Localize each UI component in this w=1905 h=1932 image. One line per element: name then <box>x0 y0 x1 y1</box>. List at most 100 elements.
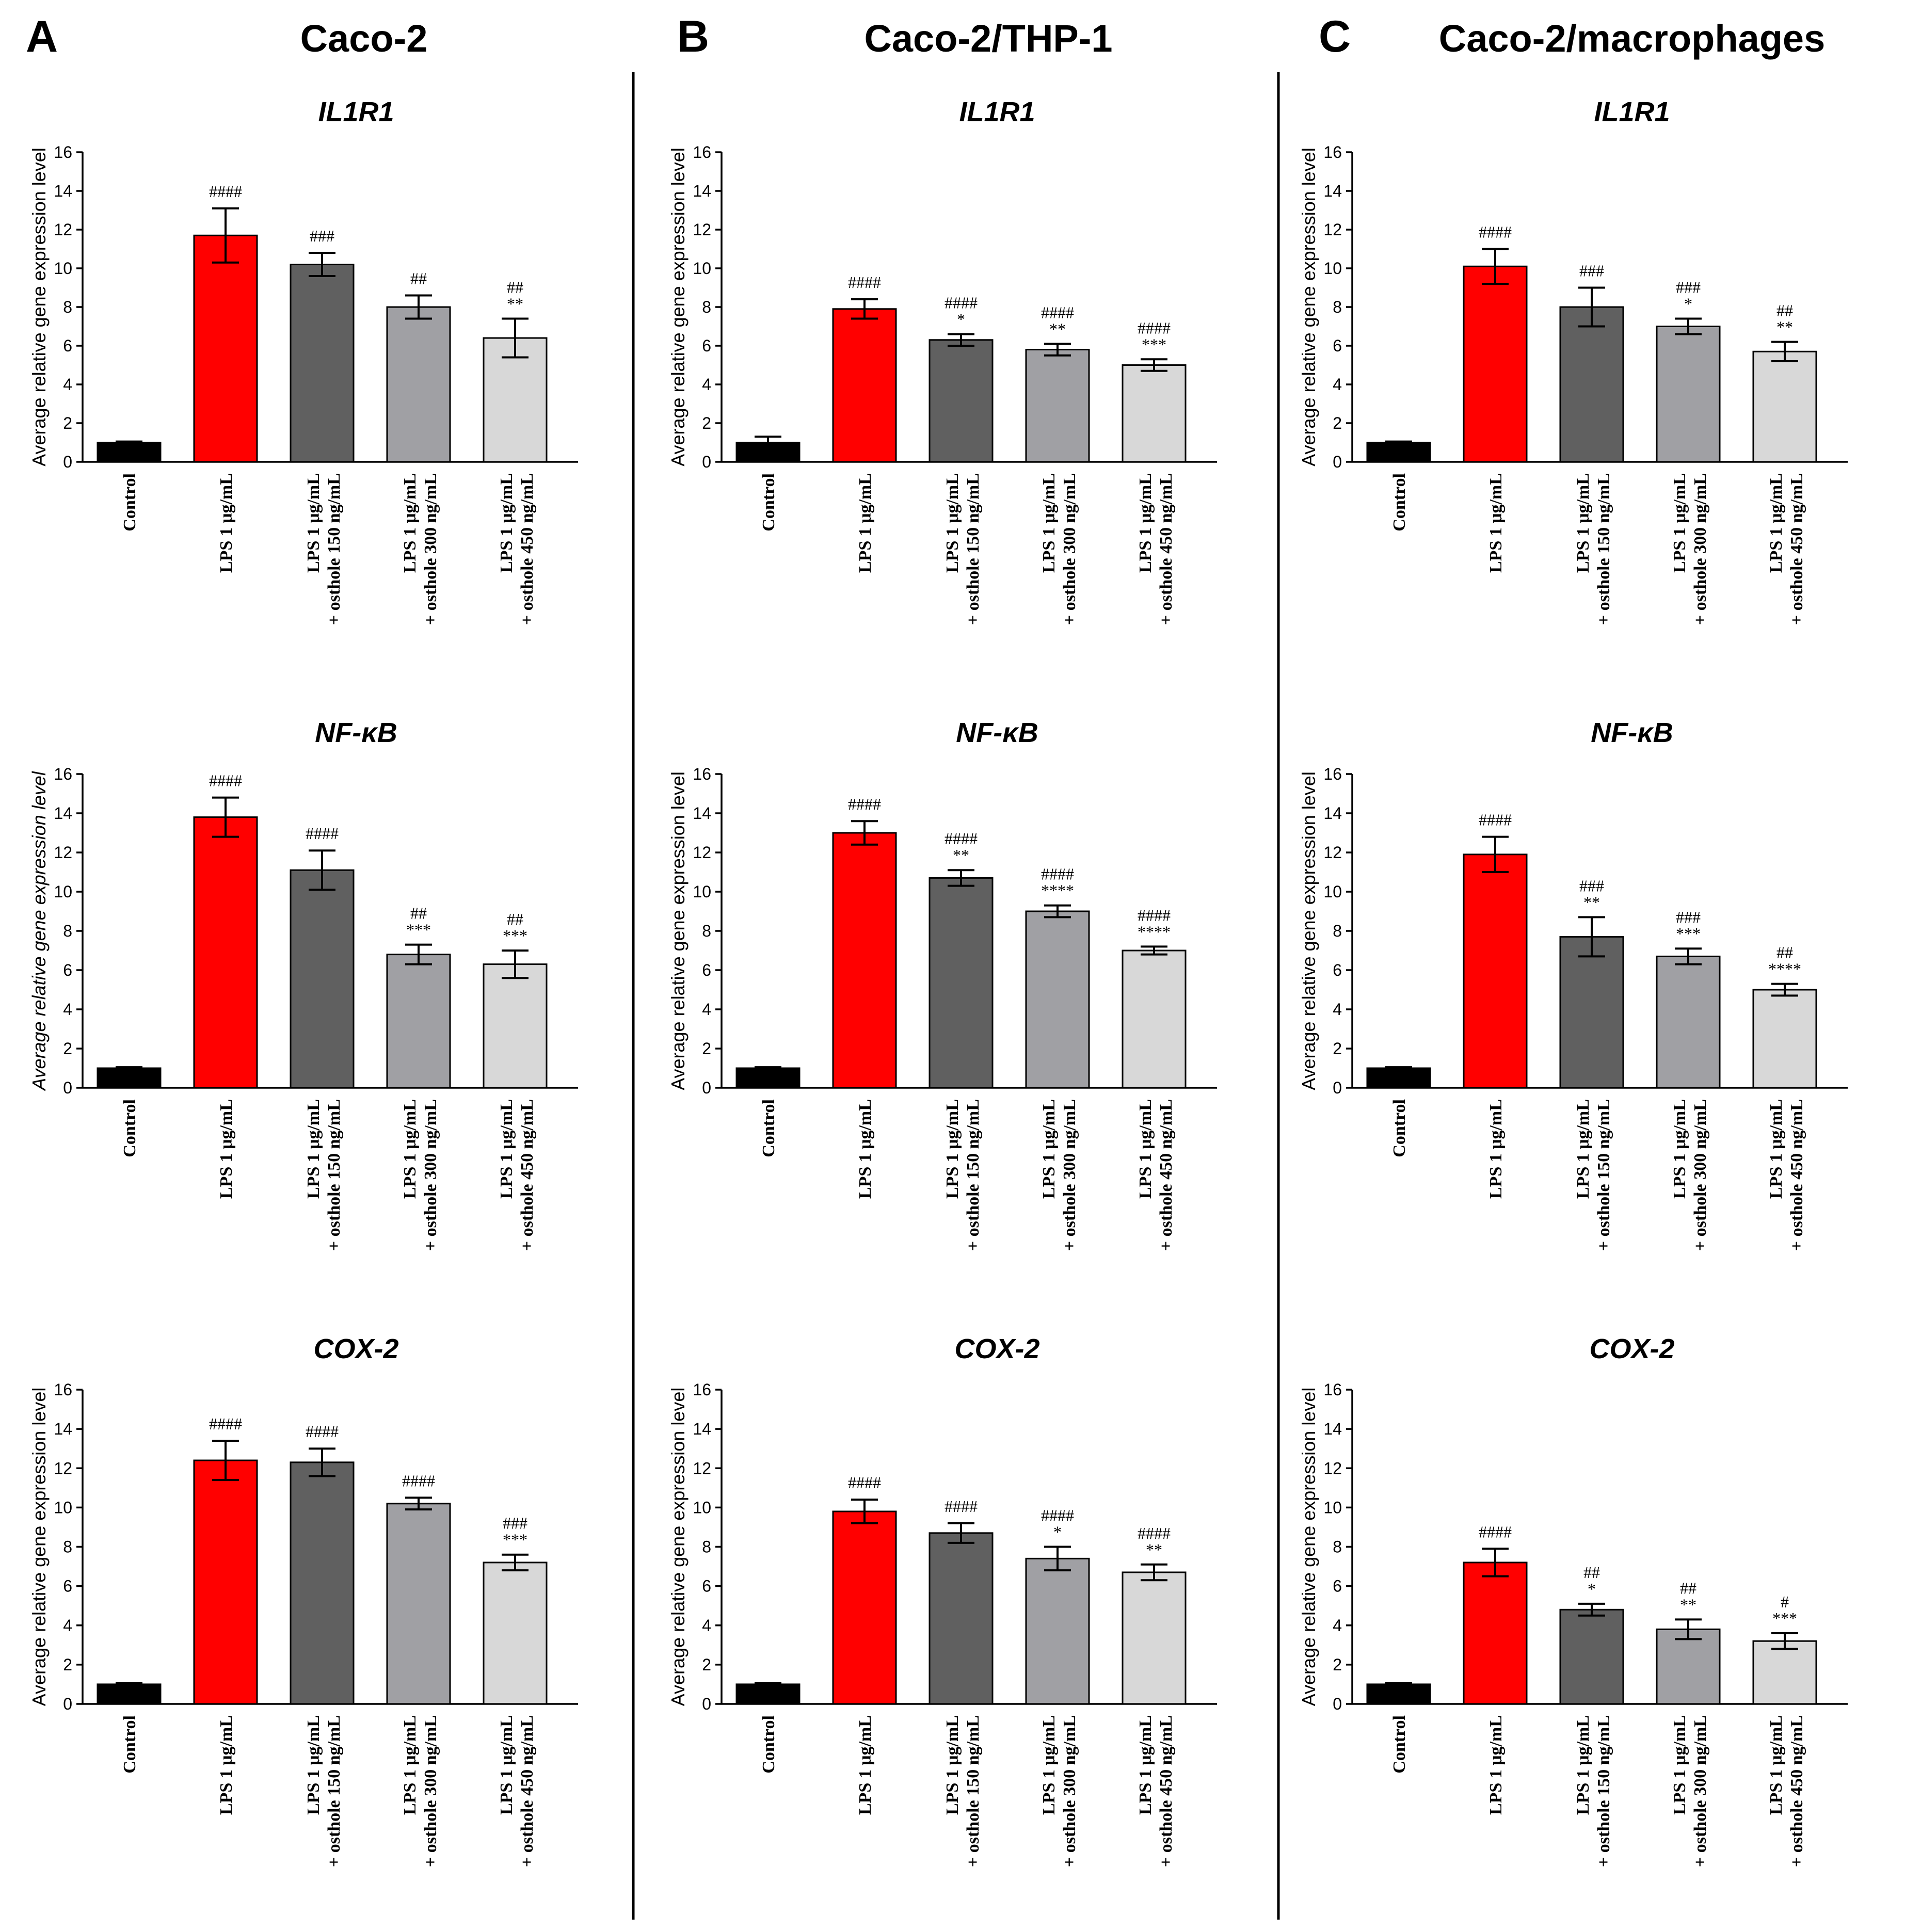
significance-hash: ### <box>310 227 334 245</box>
chart-il1r1-3: IL1R1 Average relative gene expression le… <box>1298 96 1848 625</box>
category-label: Control <box>120 1715 139 1774</box>
category-label: LPS 1 μg/mL <box>856 1715 875 1815</box>
significance-hash: #### <box>1041 1506 1074 1525</box>
category-label: LPS 1 μg/mL+ osthole 450 ng/mL <box>1767 1099 1806 1251</box>
chart-cox-2-1: COX-2 Average relative gene expression le… <box>28 1333 578 1867</box>
chart-title: NF-κB <box>315 717 397 748</box>
bar-3 <box>1559 306 1624 463</box>
bar-4 <box>1656 1628 1721 1705</box>
significance-star: ** <box>1680 1595 1696 1614</box>
column-letter-a: A <box>26 12 58 61</box>
significance-star: *** <box>1142 335 1166 353</box>
chart-title: IL1R1 <box>959 96 1035 127</box>
y-tick-label: 16 <box>1323 1380 1342 1399</box>
y-tick-label: 10 <box>1323 1498 1342 1517</box>
bar-5 <box>1122 364 1187 463</box>
y-tick-label: 4 <box>702 1616 711 1635</box>
y-tick-label: 14 <box>54 804 72 823</box>
y-tick-label: 14 <box>1323 804 1342 823</box>
y-tick-label: 14 <box>54 182 72 200</box>
significance-hash: #### <box>848 795 881 813</box>
bar-2 <box>1463 1561 1528 1705</box>
y-tick-label: 4 <box>702 1000 711 1019</box>
column-letter-c: C <box>1319 12 1351 61</box>
y-tick-label: 8 <box>63 1538 72 1556</box>
y-tick-label: 4 <box>1333 375 1342 394</box>
bar-2 <box>193 234 258 463</box>
y-tick-label: 0 <box>702 1695 711 1713</box>
y-tick-label: 16 <box>693 765 711 783</box>
y-tick-label: 8 <box>702 298 711 316</box>
chart-cox-2-2: COX-2 Average relative gene expression le… <box>667 1333 1217 1867</box>
chart-nf-b-3: NF-κB Average relative gene expression le… <box>1298 717 1848 1251</box>
y-tick-label: 16 <box>693 1380 711 1399</box>
y-tick-label: 0 <box>63 453 72 471</box>
chart-title: COX-2 <box>1589 1333 1674 1364</box>
y-axis-label: Average relative gene expression level <box>667 148 689 466</box>
y-axis-label: Average relative gene expression level <box>1298 1388 1319 1706</box>
bar-4 <box>386 1503 451 1705</box>
significance-hash: ### <box>1676 908 1701 926</box>
bar-3 <box>290 1461 355 1705</box>
y-tick-label: 0 <box>1333 1078 1342 1097</box>
y-axis-label: Average relative gene expression level <box>28 148 50 466</box>
bar-5 <box>1122 949 1187 1089</box>
bar-4 <box>1025 910 1090 1089</box>
y-tick-label: 2 <box>63 414 72 432</box>
y-tick-label: 2 <box>702 1655 711 1674</box>
category-label: LPS 1 μg/mL <box>856 1099 875 1199</box>
significance-hash: #### <box>209 182 242 201</box>
category-label: LPS 1 μg/mL <box>217 473 236 573</box>
y-tick-label: 8 <box>63 922 72 940</box>
y-tick-label: 2 <box>1333 1039 1342 1058</box>
chart-il1r1-2: IL1R1 Average relative gene expression le… <box>667 96 1217 625</box>
significance-star: ** <box>1776 318 1793 336</box>
bar-1 <box>1366 442 1431 463</box>
category-label: LPS 1 μg/mL+ osthole 150 ng/mL <box>304 473 344 625</box>
y-tick-label: 0 <box>1333 453 1342 471</box>
significance-star: * <box>1053 1523 1062 1541</box>
significance-hash: ## <box>410 269 427 288</box>
significance-hash: #### <box>306 1422 339 1441</box>
y-tick-label: 6 <box>63 961 72 979</box>
bar-4 <box>1025 349 1090 463</box>
significance-hash: #### <box>1479 811 1512 829</box>
bar-3 <box>1559 1608 1624 1705</box>
significance-hash: # <box>1781 1592 1789 1611</box>
category-label: LPS 1 μg/mL+ osthole 150 ng/mL <box>943 1099 983 1251</box>
y-axis-label: Average relative gene expression level <box>28 1388 50 1706</box>
y-tick-label: 6 <box>1333 336 1342 355</box>
bar-1 <box>97 1067 162 1089</box>
y-tick-label: 14 <box>693 182 711 200</box>
y-tick-label: 14 <box>693 1420 711 1438</box>
category-label: LPS 1 μg/mL <box>856 473 875 573</box>
significance-hash: ## <box>1776 301 1793 320</box>
significance-star: * <box>1588 1580 1596 1598</box>
significance-hash: ## <box>507 278 523 297</box>
category-label: LPS 1 μg/mL+ osthole 450 ng/mL <box>1136 473 1176 625</box>
significance-star: *** <box>503 926 527 945</box>
y-tick-label: 8 <box>1333 1538 1342 1556</box>
bar-5 <box>483 963 548 1089</box>
category-label: LPS 1 μg/mL <box>1486 473 1506 573</box>
significance-hash: #### <box>1479 223 1512 242</box>
y-tick-label: 6 <box>702 336 711 355</box>
significance-hash: #### <box>306 824 339 843</box>
bar-2 <box>832 832 897 1089</box>
bar-1 <box>1366 1683 1431 1705</box>
y-tick-label: 14 <box>693 804 711 823</box>
category-label: LPS 1 μg/mL <box>217 1099 236 1199</box>
y-tick-label: 4 <box>1333 1616 1342 1635</box>
significance-star: * <box>957 310 965 329</box>
significance-star: * <box>1684 295 1692 313</box>
y-tick-label: 12 <box>54 1459 72 1477</box>
significance-hash: ### <box>1676 278 1701 297</box>
category-label: LPS 1 μg/mL+ osthole 150 ng/mL <box>304 1099 344 1251</box>
y-tick-label: 2 <box>63 1655 72 1674</box>
bar-3 <box>1559 936 1624 1089</box>
significance-hash: #### <box>1041 303 1074 321</box>
bar-4 <box>386 306 451 463</box>
category-label: Control <box>1390 1099 1409 1157</box>
y-tick-label: 16 <box>693 143 711 162</box>
